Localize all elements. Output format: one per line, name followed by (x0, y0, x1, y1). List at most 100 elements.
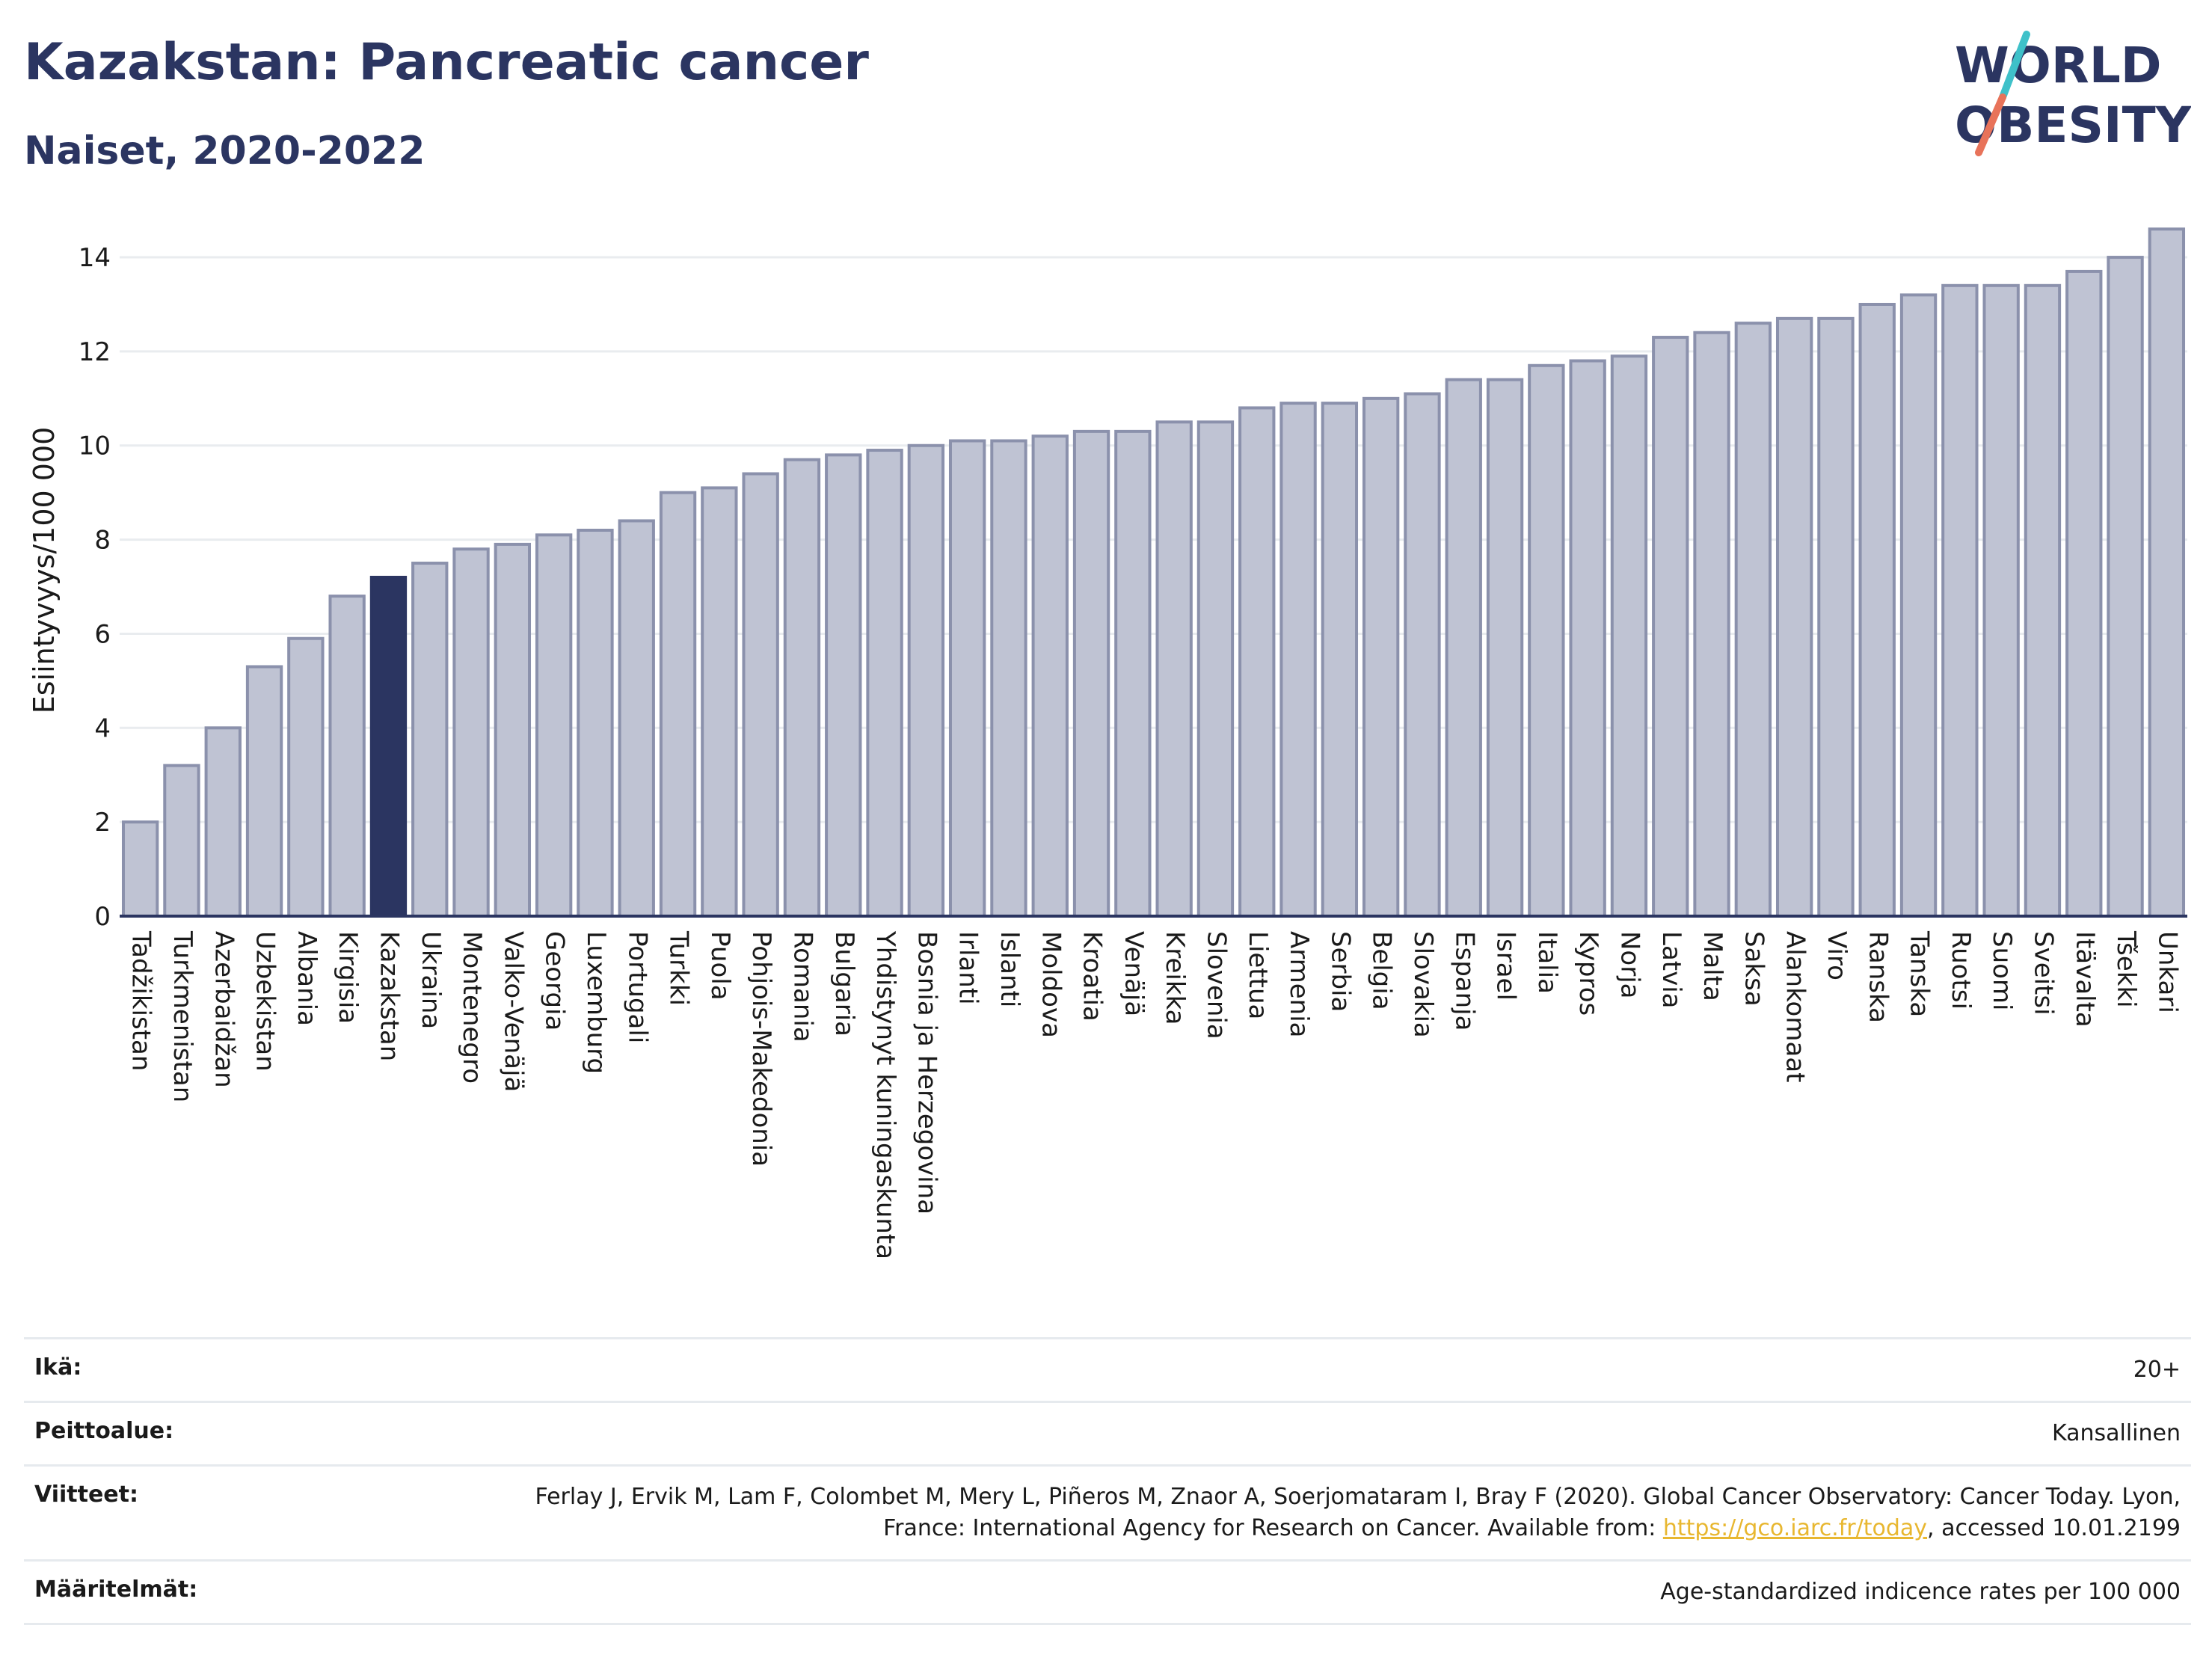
x-tick-label: Italia (1532, 931, 1562, 994)
x-tick-label: Kypros (1573, 931, 1603, 1016)
x-tick-label: Irlanti (953, 931, 983, 1005)
x-tick-label: Venäjä (1119, 931, 1149, 1016)
x-tick-label: Armenia (1284, 931, 1314, 1038)
bars (121, 227, 2186, 918)
x-tick-label: Albania (292, 931, 322, 1026)
bar-ukraina (411, 562, 449, 918)
bar-puola (701, 486, 738, 918)
bar-georgia (535, 533, 573, 918)
bar-malta (1693, 331, 1730, 918)
bar-kreikka (1155, 420, 1193, 918)
bar-kirgisia (328, 595, 366, 918)
bar-serbia (1321, 402, 1359, 918)
references-text-1: Ferlay J, Ervik M, Lam F, Colombet M, Me… (535, 1484, 2181, 1541)
x-tick-label: Uzbekistan (251, 931, 280, 1072)
bar-tanska (1899, 293, 1938, 918)
x-tick-label: Saksa (1739, 931, 1769, 1007)
bar-slovakia (1404, 392, 1441, 918)
x-tick-label: Moldova (1036, 931, 1066, 1038)
bar-turkki (659, 491, 697, 918)
x-tick-label: Unkari (2152, 931, 2182, 1013)
coverage-label: Peittoalue: (34, 1418, 174, 1444)
x-axis-labels: Tadžikistan Turkmenistan Azerbaidžan Uzbeki… (126, 930, 2183, 1259)
bar-armenia (1279, 402, 1317, 918)
references-text-2: , accessed 10.01.2199 (1927, 1515, 2181, 1541)
x-tick-label: Portugali (622, 931, 652, 1043)
x-tick-label: Islanti (995, 931, 1024, 1007)
x-tick-label: Slovakia (1408, 931, 1438, 1038)
x-tick-label: Yhdistynyt kuningaskunta (870, 930, 900, 1259)
x-tick-label: Tanska (1905, 930, 1935, 1017)
references-link[interactable]: https://gco.iarc.fr/today (1662, 1515, 1928, 1541)
x-tick-label: Kroatia (1078, 931, 1107, 1022)
info-table: Ikä: 20+ Peittoalue: Kansallinen Viittee… (24, 1337, 2191, 1625)
bar-italia (1528, 363, 1565, 918)
x-tick-label: Suomi (1987, 931, 2017, 1011)
bar-turkmenistan (163, 764, 200, 918)
x-tick-label: Espanja (1449, 931, 1479, 1031)
references-label: Viitteet: (34, 1481, 138, 1508)
bar-ranska (1858, 302, 1896, 918)
bar-kroatia (1072, 429, 1110, 918)
bar-pohjois-makedonia (742, 472, 779, 918)
bar-liettua (1238, 406, 1276, 918)
bar-israel (1486, 378, 1524, 918)
y-axis-ticks: 0 2 4 6 8 10 12 14 (79, 243, 111, 932)
logo-line1: WORLD (1955, 37, 2162, 94)
x-tick-label: Malta (1698, 931, 1727, 1001)
x-tick-label: Ranska (1863, 931, 1893, 1023)
bar-tadžikistan (121, 820, 159, 918)
bar-venäjä (1114, 429, 1152, 918)
x-tick-label: Viro (1822, 931, 1852, 980)
x-tick-label: Montenegro (457, 931, 487, 1084)
y-tick-label: 10 (79, 432, 111, 461)
references-value: Ferlay J, Ervik M, Lam F, Colombet M, Me… (498, 1481, 2181, 1544)
bar-belgia (1362, 396, 1400, 918)
bar-tšekki (2107, 256, 2144, 918)
bar-chart: 0 2 4 6 8 10 12 14 Esiintyvyys/100 000 Tadžikis… (28, 227, 2187, 1259)
bar-viro (1817, 316, 1855, 918)
bar-uzbekistan (245, 665, 283, 918)
x-tick-label: Belgia (1367, 931, 1397, 1010)
info-row-definitions: Määritelmät: Age-standardized indicence … (24, 1559, 2191, 1625)
bar-kypros (1569, 359, 1606, 918)
x-tick-label: Alankomaat (1781, 931, 1810, 1083)
bar-bulgaria (825, 453, 862, 918)
x-tick-label: Luxemburg (581, 931, 611, 1074)
bar-romania (783, 458, 821, 918)
y-tick-label: 8 (94, 526, 111, 556)
x-tick-label: Kazakstan (374, 931, 404, 1061)
bar-suomi (1982, 283, 2020, 918)
x-tick-label: Kreikka (1160, 931, 1190, 1025)
y-tick-label: 12 (79, 337, 111, 367)
page-title: Kazakstan: Pancreatic cancer (24, 33, 869, 92)
x-tick-label: Sveitsi (2028, 931, 2058, 1016)
x-tick-label: Bulgaria (829, 931, 859, 1037)
info-row-references: Viitteet: Ferlay J, Ervik M, Lam F, Colo… (24, 1464, 2191, 1559)
bar-ruotsi (1941, 283, 1979, 918)
bar-saksa (1734, 322, 1772, 918)
y-tick-label: 14 (79, 243, 111, 273)
bar-unkari (2148, 227, 2186, 918)
x-tick-label: Liettua (1243, 931, 1273, 1019)
logo-slash-top (1999, 31, 2030, 101)
world-obesity-logo: WORLD OBESITY (1955, 31, 2191, 156)
bar-luxemburg (577, 529, 614, 918)
info-row-age: Ikä: 20+ (24, 1337, 2191, 1401)
bar-azerbaidžan (204, 726, 242, 918)
x-tick-label: Kirgisia (333, 931, 363, 1024)
info-row-coverage: Peittoalue: Kansallinen (24, 1401, 2191, 1464)
logo-slash-bottom (1975, 93, 2006, 156)
y-tick-label: 6 (94, 619, 111, 649)
x-tick-label: Georgia (540, 931, 570, 1031)
bar-slovenia (1196, 420, 1235, 918)
bar-montenegro (452, 547, 490, 918)
x-tick-label: Norja (1615, 931, 1644, 999)
y-tick-label: 0 (94, 902, 111, 932)
x-tick-label: Azerbaidžan (209, 931, 239, 1088)
x-tick-label: Turkki (664, 930, 694, 1006)
definitions-label: Määritelmät: (34, 1576, 198, 1603)
x-tick-label: Romania (787, 931, 817, 1043)
x-tick-label: Slovenia (1201, 931, 1231, 1040)
x-tick-label: Bosnia ja Herzegovina (912, 931, 941, 1215)
